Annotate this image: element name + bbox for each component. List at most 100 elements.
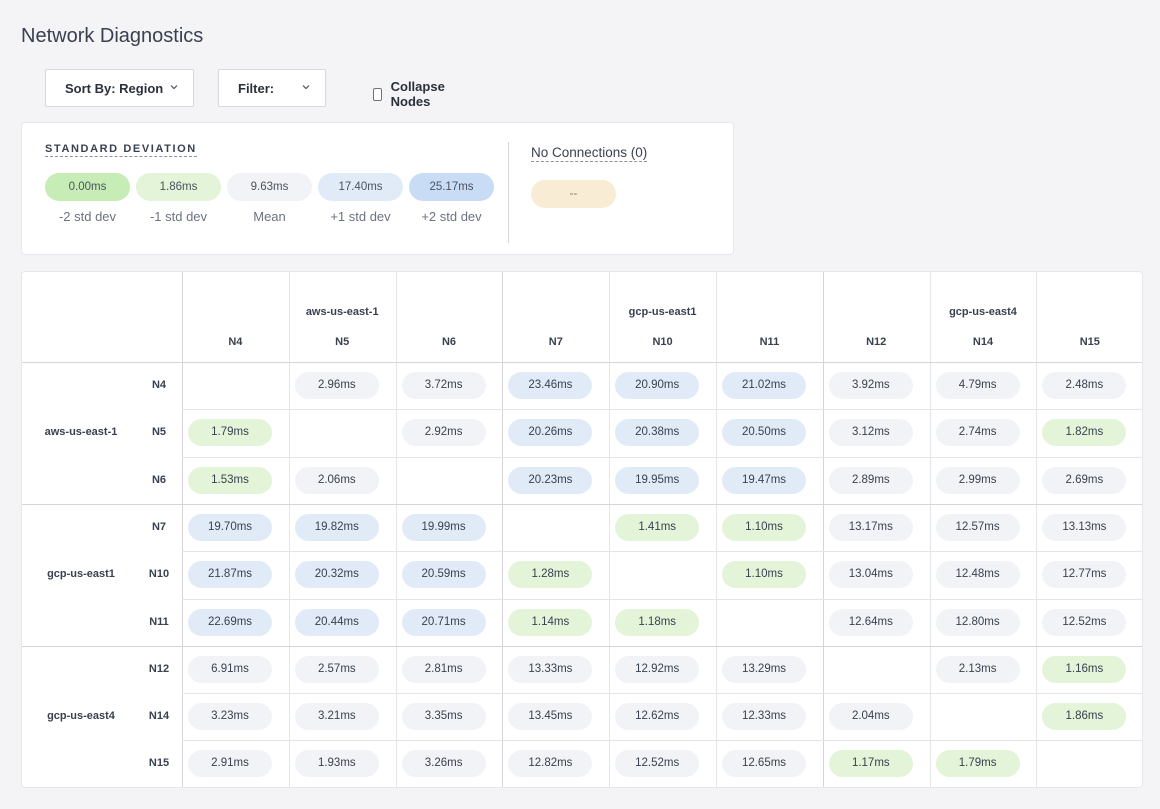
latency-value[interactable]: 19.47ms <box>722 466 806 494</box>
column-node-header: N5 <box>335 336 350 348</box>
latency-value[interactable]: 12.33ms <box>722 703 806 731</box>
latency-value[interactable]: 2.13ms <box>935 655 1020 683</box>
latency-value[interactable]: 2.57ms <box>294 655 379 683</box>
latency-value[interactable]: 3.92ms <box>828 372 913 399</box>
latency-value[interactable]: 22.69ms <box>188 608 272 636</box>
latency-value[interactable]: 13.04ms <box>828 561 913 589</box>
latency-cell: 3.35ms <box>396 693 503 740</box>
latency-value[interactable]: 1.79ms <box>188 419 272 447</box>
latency-cell: 1.79ms <box>182 409 289 456</box>
no-connections-title[interactable]: No Connections (0) <box>531 145 648 162</box>
latency-value[interactable]: 1.10ms <box>722 513 806 541</box>
latency-cell: 21.02ms <box>716 362 823 409</box>
latency-cell: 12.33ms <box>716 693 823 740</box>
latency-value[interactable]: 12.77ms <box>1042 561 1127 589</box>
latency-value[interactable]: 21.02ms <box>722 372 806 399</box>
latency-value[interactable]: 2.92ms <box>401 419 486 447</box>
latency-value[interactable]: 12.92ms <box>615 655 700 683</box>
latency-value[interactable]: 13.33ms <box>508 655 593 683</box>
latency-value[interactable]: 12.65ms <box>722 750 806 778</box>
latency-value[interactable]: 2.81ms <box>401 655 486 683</box>
latency-value[interactable]: 20.32ms <box>294 561 379 589</box>
latency-value[interactable]: 13.13ms <box>1042 513 1127 541</box>
collapse-nodes-checkbox[interactable] <box>373 87 382 101</box>
latency-value[interactable]: 3.12ms <box>828 419 913 447</box>
latency-cell: 2.89ms <box>823 457 930 504</box>
latency-value[interactable]: 1.16ms <box>1042 655 1127 683</box>
latency-value[interactable]: 3.35ms <box>401 703 486 731</box>
latency-value[interactable]: 19.99ms <box>401 513 486 541</box>
latency-value[interactable]: 1.10ms <box>722 561 806 589</box>
latency-value[interactable]: 2.69ms <box>1042 466 1127 494</box>
latency-value[interactable]: 1.17ms <box>828 750 913 778</box>
latency-value[interactable]: 12.52ms <box>1042 608 1127 636</box>
latency-cell: 19.70ms <box>182 504 289 551</box>
latency-value[interactable]: 19.95ms <box>615 466 700 494</box>
latency-value[interactable]: 4.79ms <box>935 372 1020 399</box>
latency-value[interactable]: 12.52ms <box>615 750 700 778</box>
latency-cell: 19.82ms <box>289 504 396 551</box>
latency-value[interactable]: 2.74ms <box>935 419 1020 447</box>
latency-value[interactable]: 13.45ms <box>508 703 593 731</box>
latency-cell: 2.81ms <box>396 646 503 693</box>
latency-value[interactable]: 2.48ms <box>1042 372 1127 399</box>
latency-value[interactable]: 3.21ms <box>294 703 379 731</box>
latency-value[interactable]: 21.87ms <box>188 561 272 589</box>
latency-value[interactable]: 20.26ms <box>508 419 593 447</box>
latency-value[interactable]: 1.86ms <box>1042 703 1127 731</box>
latency-value[interactable]: 1.93ms <box>294 750 379 778</box>
legend-value: 17.40ms <box>318 173 403 201</box>
latency-value[interactable]: 1.79ms <box>935 750 1020 778</box>
latency-value[interactable]: 12.64ms <box>828 608 913 636</box>
latency-cell: 12.80ms <box>930 599 1037 646</box>
latency-cell: 1.41ms <box>609 504 716 551</box>
latency-value[interactable]: 20.90ms <box>615 372 700 399</box>
latency-value[interactable]: 1.82ms <box>1042 419 1127 447</box>
latency-value[interactable]: 20.71ms <box>401 608 486 636</box>
latency-value[interactable]: 12.80ms <box>935 608 1020 636</box>
latency-value[interactable]: 6.91ms <box>188 655 272 683</box>
latency-value[interactable]: 2.91ms <box>188 750 272 778</box>
latency-value[interactable]: 3.72ms <box>401 372 486 399</box>
latency-value[interactable]: 12.82ms <box>508 750 593 778</box>
latency-value[interactable]: 20.23ms <box>508 466 593 494</box>
latency-value[interactable]: 12.48ms <box>935 561 1020 589</box>
latency-value[interactable]: 20.50ms <box>722 419 806 447</box>
latency-value[interactable]: 19.70ms <box>188 513 272 541</box>
sort-dropdown[interactable]: Sort By: Region <box>45 69 194 107</box>
latency-value[interactable]: 12.62ms <box>615 703 700 731</box>
latency-value[interactable]: 2.04ms <box>828 703 913 731</box>
filter-dropdown[interactable]: Filter: <box>218 69 326 107</box>
latency-value[interactable]: 1.53ms <box>188 466 272 494</box>
latency-value[interactable]: 12.57ms <box>935 513 1020 541</box>
latency-value[interactable]: 1.28ms <box>508 561 593 589</box>
latency-cell: 12.65ms <box>716 740 823 787</box>
latency-value[interactable]: 1.18ms <box>615 608 700 636</box>
latency-value[interactable]: 2.99ms <box>935 466 1020 494</box>
latency-cell: 1.86ms <box>1036 693 1142 740</box>
latency-value[interactable]: 20.38ms <box>615 419 700 447</box>
latency-value[interactable]: 3.23ms <box>188 703 272 731</box>
column-divider <box>609 272 611 787</box>
row-region-label: gcp-us-east4 <box>47 710 115 723</box>
row-node-label: N7 <box>151 520 167 533</box>
latency-value[interactable]: 20.59ms <box>401 561 486 589</box>
latency-value[interactable]: 1.41ms <box>615 513 700 541</box>
collapse-nodes-toggle[interactable]: Collapse Nodes <box>373 79 449 109</box>
latency-value[interactable]: 20.44ms <box>294 608 379 636</box>
latency-value[interactable]: 19.82ms <box>294 513 379 541</box>
latency-value[interactable]: 13.29ms <box>722 655 806 683</box>
legend-item: 9.63ms Mean <box>227 173 312 224</box>
latency-value[interactable]: 2.89ms <box>828 466 913 494</box>
latency-cell: 23.46ms <box>502 362 609 409</box>
latency-cell: 13.33ms <box>502 646 609 693</box>
latency-value[interactable]: 2.06ms <box>294 466 379 494</box>
latency-value[interactable]: 1.14ms <box>508 608 593 636</box>
latency-value[interactable]: 2.96ms <box>294 372 379 399</box>
latency-value[interactable]: 13.17ms <box>828 513 913 541</box>
latency-value[interactable]: 3.26ms <box>401 750 486 778</box>
legend-item: 1.86ms -1 std dev <box>136 173 221 224</box>
latency-cell: 12.57ms <box>930 504 1037 551</box>
latency-cell: 21.87ms <box>182 551 289 598</box>
latency-value[interactable]: 23.46ms <box>508 372 593 399</box>
